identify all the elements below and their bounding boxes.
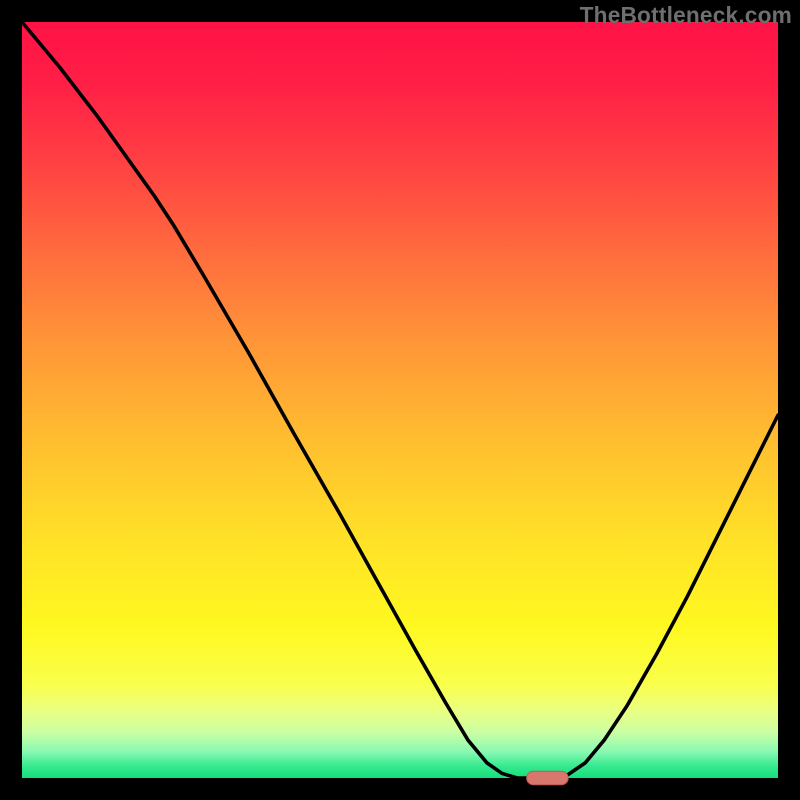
watermark-text: TheBottleneck.com <box>580 2 792 29</box>
plot-background-gradient <box>22 22 778 778</box>
optimal-marker <box>527 771 569 785</box>
chart-frame: TheBottleneck.com <box>0 0 800 800</box>
bottleneck-chart <box>0 0 800 800</box>
